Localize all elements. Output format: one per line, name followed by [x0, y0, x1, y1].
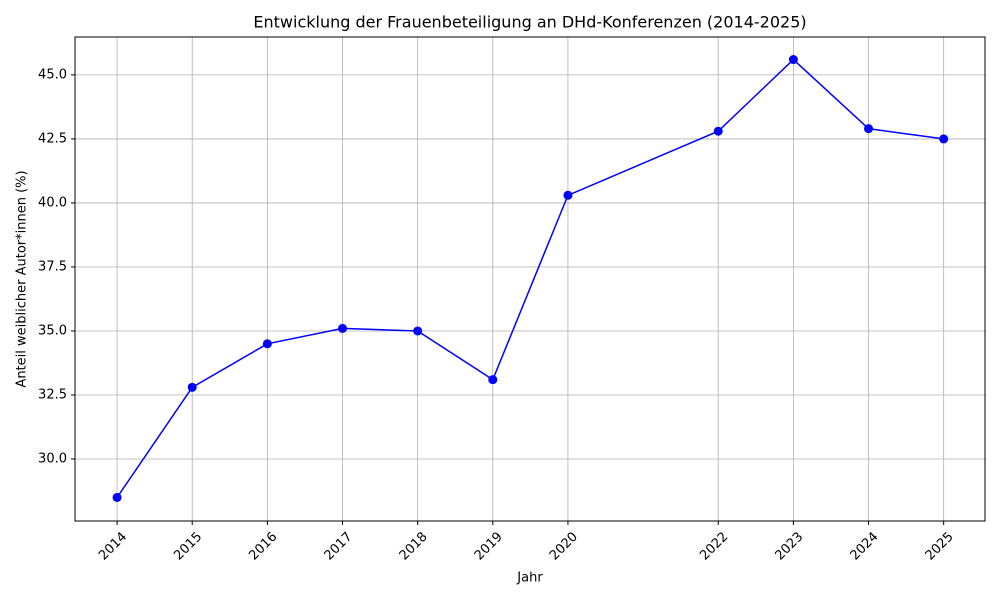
x-tick-label: 2018	[397, 529, 431, 563]
y-tick-label: 42.5	[38, 131, 67, 146]
x-tick-label: 2022	[697, 529, 731, 563]
plot-frame	[74, 36, 986, 522]
y-tick-label: 37.5	[38, 259, 67, 274]
data-point	[112, 492, 122, 502]
data-point	[563, 190, 573, 200]
y-axis-label: Anteil weiblicher Autor*innen (%)	[15, 170, 30, 387]
x-tick-label: 2023	[772, 529, 806, 563]
data-point	[262, 339, 272, 349]
data-point	[488, 375, 498, 385]
x-tick-label: 2014	[96, 529, 130, 563]
data-point	[864, 124, 874, 134]
y-tick-label: 45.0	[38, 67, 67, 82]
chart-title: Entwicklung der Frauenbeteiligung an DHd…	[253, 13, 806, 32]
y-tick-label: 40.0	[38, 195, 67, 210]
x-tick-label: 2019	[472, 529, 506, 563]
x-tick-label: 2024	[848, 529, 882, 563]
y-tick-label: 35.0	[38, 323, 67, 338]
x-axis-label: Jahr	[516, 571, 543, 586]
y-tick-label: 30.0	[38, 452, 67, 467]
y-tick-label: 32.5	[38, 388, 67, 403]
data-point	[713, 126, 723, 136]
x-tick-label: 2015	[171, 529, 205, 563]
x-tick-label: 2017	[322, 529, 356, 563]
x-tick-label: 2025	[923, 529, 957, 563]
series-line	[116, 58, 944, 498]
x-tick-label: 2020	[547, 529, 581, 563]
x-tick-label: 2016	[246, 529, 280, 563]
data-point	[413, 326, 423, 336]
data-point	[788, 55, 798, 65]
data-point	[338, 323, 348, 333]
data-point	[939, 134, 949, 144]
data-point	[187, 382, 197, 392]
